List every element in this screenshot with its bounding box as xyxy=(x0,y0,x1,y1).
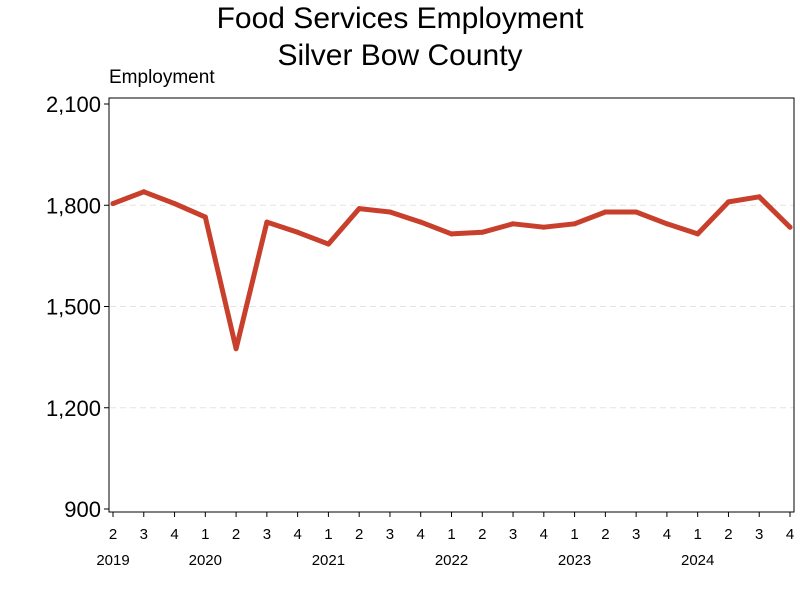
year-label: 2020 xyxy=(189,552,222,569)
data-point xyxy=(602,209,608,215)
year-label: 2024 xyxy=(681,552,714,569)
x-tick-label: 4 xyxy=(293,526,301,543)
data-point xyxy=(264,219,270,225)
x-tick-label: 4 xyxy=(540,526,548,543)
data-point xyxy=(202,214,208,220)
y-tick-label: 2,100 xyxy=(46,92,101,117)
x-tick-label: 4 xyxy=(663,526,671,543)
year-label: 2019 xyxy=(96,552,129,569)
y-axis-label: Employment xyxy=(109,67,215,88)
x-tick-label: 4 xyxy=(786,526,794,543)
x-tick-label: 3 xyxy=(263,526,271,543)
x-tick-label: 2 xyxy=(601,526,609,543)
x-tick-label: 4 xyxy=(170,526,178,543)
data-point xyxy=(695,231,701,237)
x-tick-label: 1 xyxy=(324,526,332,543)
x-tick-label: 3 xyxy=(386,526,394,543)
data-point xyxy=(356,206,362,212)
x-tick-label: 4 xyxy=(417,526,425,543)
x-tick-label: 2 xyxy=(232,526,240,543)
data-point xyxy=(787,224,793,230)
y-tick-label: 1,200 xyxy=(46,396,101,421)
data-point xyxy=(387,209,393,215)
data-point xyxy=(541,224,547,230)
data-point xyxy=(756,194,762,200)
data-point xyxy=(295,229,301,235)
data-point xyxy=(449,231,454,237)
y-tick-label: 1,500 xyxy=(46,295,101,320)
x-tick-label: 1 xyxy=(201,526,209,543)
x-tick-label: 2 xyxy=(724,526,732,543)
x-tick-label: 3 xyxy=(140,526,148,543)
y-tick-label: 1,800 xyxy=(46,193,101,218)
year-label: 2021 xyxy=(312,552,345,569)
year-label: 2023 xyxy=(558,552,591,569)
data-point xyxy=(572,221,578,227)
x-tick-label: 3 xyxy=(632,526,640,543)
x-tick-label: 3 xyxy=(509,526,517,543)
data-point xyxy=(172,201,178,207)
x-tick-label: 1 xyxy=(570,526,578,543)
data-point xyxy=(633,209,639,215)
data-point xyxy=(725,199,731,205)
year-label: 2022 xyxy=(435,552,468,569)
data-point xyxy=(510,221,516,227)
data-point xyxy=(325,241,331,247)
x-tick-label: 2 xyxy=(355,526,363,543)
x-tick-label: 3 xyxy=(755,526,763,543)
data-point xyxy=(110,201,116,207)
plot-frame xyxy=(108,97,795,513)
chart-subtitle: Silver Bow County xyxy=(277,39,523,72)
data-point xyxy=(233,346,239,352)
data-point xyxy=(664,221,670,227)
data-point xyxy=(141,189,147,195)
data-point xyxy=(418,219,424,225)
x-tick-label: 1 xyxy=(447,526,455,543)
x-tick-label: 1 xyxy=(694,526,702,543)
x-tick-label: 2 xyxy=(478,526,486,543)
x-tick-label: 2 xyxy=(109,526,117,543)
series-line xyxy=(110,189,793,352)
chart-title: Food Services Employment xyxy=(216,2,584,35)
y-tick-label: 900 xyxy=(64,497,101,522)
data-point xyxy=(479,229,485,235)
